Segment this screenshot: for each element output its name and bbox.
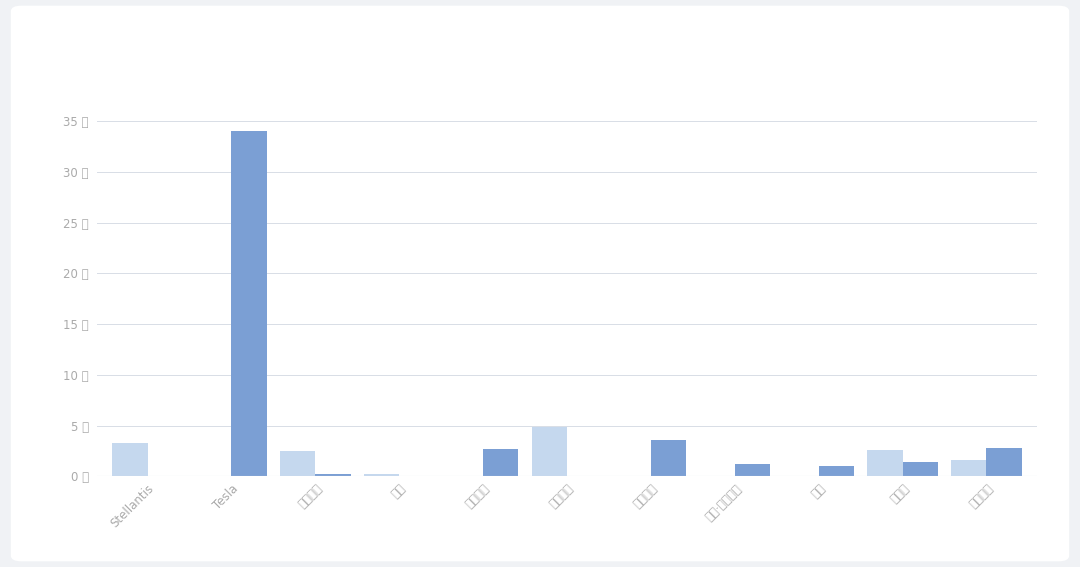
Bar bbox=[364, 474, 400, 476]
Bar bbox=[531, 426, 567, 476]
Bar bbox=[819, 466, 854, 476]
Bar bbox=[903, 462, 937, 476]
Bar bbox=[280, 451, 315, 476]
Bar bbox=[986, 448, 1022, 476]
Bar bbox=[315, 474, 351, 476]
Bar bbox=[651, 440, 686, 476]
Bar bbox=[867, 450, 903, 476]
Bar bbox=[112, 443, 148, 476]
Bar bbox=[951, 460, 986, 476]
Bar bbox=[231, 132, 267, 476]
Bar bbox=[734, 464, 770, 476]
Bar bbox=[483, 449, 518, 476]
